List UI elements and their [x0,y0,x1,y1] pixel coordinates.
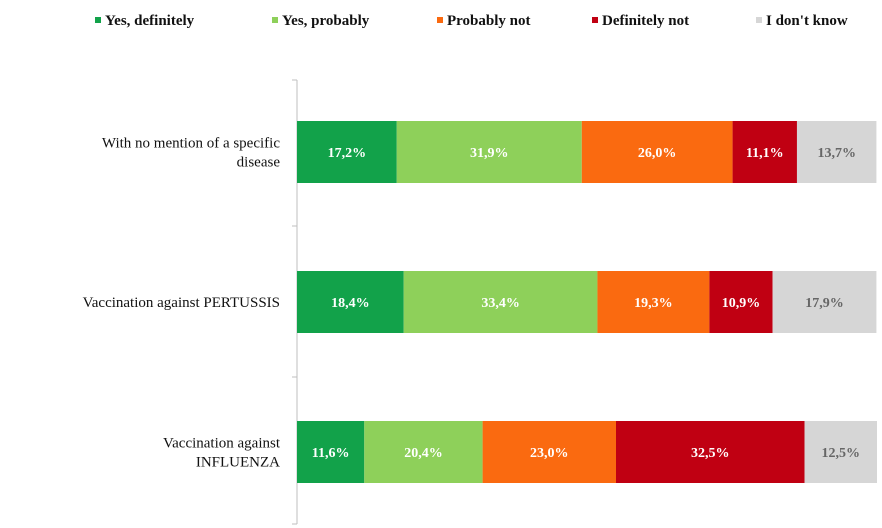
data-label-2-4: 12,5% [822,446,861,461]
legend-label-3: Definitely not [602,13,689,29]
legend-label-4: I don't know [766,13,848,29]
data-label-2-2: 23,0% [530,446,569,461]
data-label-1-4: 17,9% [805,296,844,311]
data-label-1-3: 10,9% [722,296,761,311]
category-label-1-0: Vaccination against PERTUSSIS [83,295,280,311]
bar-segment-1-2 [597,271,710,333]
bar-segment-2-3 [616,421,805,483]
bar-segment-2-0 [297,421,365,483]
bar-segment-2-2 [482,421,616,483]
data-label-2-0: 11,6% [312,446,350,461]
category-label-0-0: With no mention of a specific [102,136,280,152]
bar-segment-1-0 [297,271,404,333]
data-label-2-3: 32,5% [691,446,730,461]
data-label-0-4: 13,7% [817,146,856,161]
bar-segment-0-2 [581,121,733,183]
bar-segment-0-4 [796,121,877,183]
legend-label-0: Yes, definitely [105,13,195,29]
category-label-0-1: disease [237,155,281,171]
data-label-1-2: 19,3% [634,296,673,311]
bar-segment-1-4 [772,271,877,333]
category-label-2-0: Vaccination against [163,436,281,452]
legend-label-2: Probably not [447,13,531,29]
legend-label-1: Yes, probably [282,13,370,29]
category-label-2-1: INFLUENZA [196,455,280,471]
data-label-2-1: 20,4% [404,446,443,461]
bar-segment-2-1 [364,421,483,483]
data-label-1-1: 33,4% [481,296,520,311]
bar-segment-0-3 [732,121,797,183]
legend-swatch-1 [272,17,278,23]
data-label-1-0: 18,4% [331,296,370,311]
bar-segment-0-1 [396,121,582,183]
data-label-0-3: 11,1% [746,146,784,161]
bar-segment-1-1 [403,271,598,333]
legend-swatch-0 [95,17,101,23]
bar-segment-1-3 [709,271,773,333]
legend-swatch-3 [592,17,598,23]
data-label-0-2: 26,0% [638,146,677,161]
legend-swatch-2 [437,17,443,23]
data-label-0-1: 31,9% [470,146,509,161]
bar-segment-2-4 [804,421,877,483]
legend-swatch-4 [756,17,762,23]
data-label-0-0: 17,2% [328,146,367,161]
bar-segment-0-0 [297,121,397,183]
